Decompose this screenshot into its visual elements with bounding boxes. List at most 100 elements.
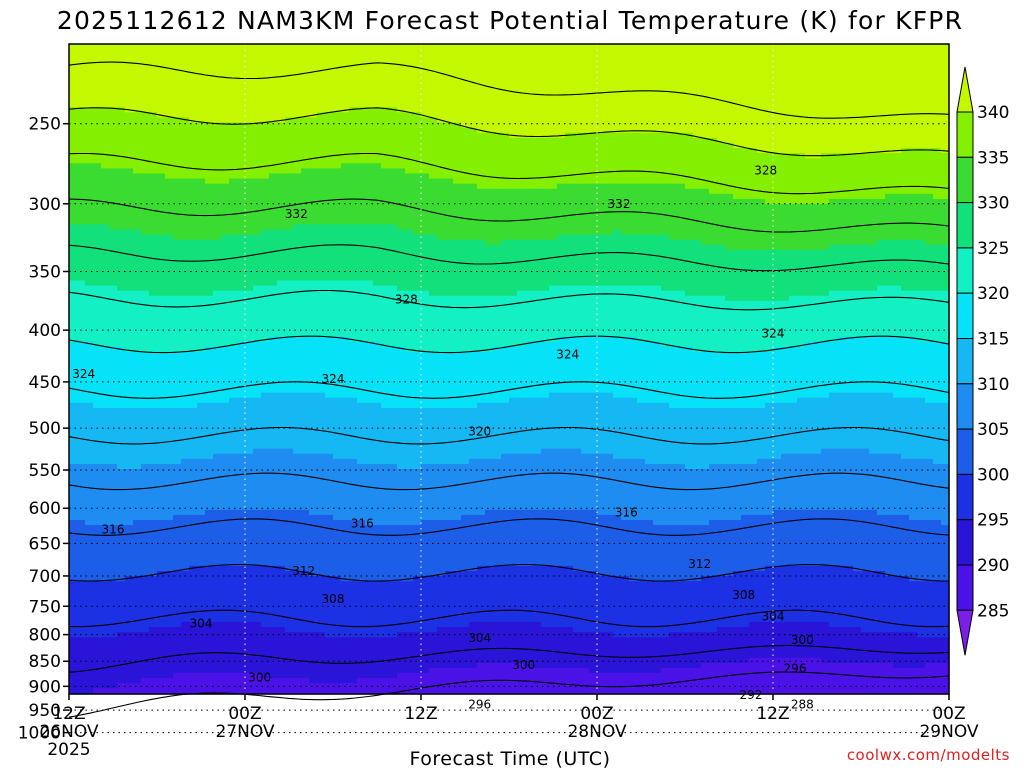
- field-cell: [365, 214, 374, 220]
- field-cell: [149, 581, 158, 587]
- field-cell: [101, 616, 110, 623]
- field-cell: [237, 662, 246, 669]
- field-cell: [325, 244, 334, 251]
- field-cell: [189, 596, 198, 603]
- field-cell: [213, 356, 222, 363]
- field-cell: [133, 117, 142, 124]
- field-cell: [85, 188, 94, 195]
- field-cell: [173, 249, 182, 256]
- field-cell: [101, 81, 110, 88]
- field-cell: [117, 637, 126, 643]
- field-cell: [213, 132, 222, 139]
- field-cell: [157, 662, 166, 669]
- field-cell: [277, 392, 286, 399]
- field-cell: [325, 392, 334, 399]
- field-cell: [189, 86, 198, 93]
- field-cell: [189, 168, 198, 175]
- field-cell: [125, 632, 134, 638]
- field-cell: [213, 611, 222, 618]
- field-cell: [357, 275, 366, 282]
- field-cell: [197, 581, 206, 587]
- field-cell: [109, 346, 118, 353]
- field-cell: [157, 367, 166, 373]
- field-cell: [357, 494, 366, 501]
- field-cell: [157, 97, 166, 103]
- field-cell: [133, 367, 142, 373]
- field-cell: [269, 453, 278, 460]
- field-cell: [357, 672, 366, 679]
- field-cell: [317, 260, 326, 266]
- field-cell: [229, 173, 238, 180]
- field-cell: [181, 688, 190, 694]
- field-cell: [349, 188, 358, 195]
- field-cell: [157, 356, 166, 363]
- field-cell: [165, 219, 174, 226]
- field-cell: [317, 168, 326, 175]
- field-cell: [373, 204, 382, 210]
- field-cell: [93, 418, 102, 424]
- field-cell: [93, 499, 102, 506]
- field-cell: [69, 662, 78, 669]
- field-cell: [141, 438, 150, 445]
- field-cell: [269, 316, 278, 322]
- field-cell: [349, 499, 358, 506]
- field-cell: [69, 127, 78, 134]
- field-cell: [221, 499, 230, 506]
- field-cell: [341, 209, 350, 215]
- field-cell: [109, 341, 118, 348]
- field-cell: [109, 576, 118, 582]
- field-cell: [293, 407, 302, 414]
- field-cell: [253, 514, 262, 521]
- field-cell: [149, 249, 158, 256]
- field-cell: [309, 642, 318, 649]
- field-cell: [309, 499, 318, 506]
- field-cell: [253, 229, 262, 236]
- field-cell: [237, 346, 246, 353]
- field-cell: [205, 295, 214, 302]
- field-cell: [77, 204, 86, 210]
- field-cell: [141, 163, 150, 169]
- field-cell: [173, 91, 182, 98]
- field-cell: [181, 494, 190, 501]
- field-cell: [173, 255, 182, 261]
- field-cell: [317, 678, 326, 684]
- field-cell: [85, 372, 94, 378]
- field-cell: [149, 627, 158, 633]
- field-cell: [101, 142, 110, 149]
- field-cell: [173, 484, 182, 491]
- field-cell: [93, 107, 102, 113]
- field-cell: [109, 51, 118, 57]
- field-cell: [141, 423, 150, 429]
- field-cell: [253, 581, 262, 587]
- field-cell: [93, 555, 102, 562]
- field-cell: [205, 397, 214, 404]
- field-cell: [117, 44, 126, 47]
- field-cell: [269, 678, 278, 684]
- field-cell: [373, 346, 382, 353]
- field-cell: [157, 76, 166, 83]
- field-cell: [165, 377, 174, 384]
- field-cell: [341, 305, 350, 312]
- field-cell: [245, 137, 254, 144]
- field-cell: [149, 367, 158, 373]
- field-cell: [117, 300, 126, 307]
- field-cell: [317, 270, 326, 277]
- field-cell: [261, 178, 270, 185]
- field-cell: [173, 627, 182, 633]
- field-cell: [229, 76, 238, 83]
- field-cell: [197, 51, 206, 57]
- field-cell: [125, 402, 134, 409]
- field-cell: [189, 672, 198, 679]
- field-cell: [197, 382, 206, 389]
- field-cell: [309, 581, 318, 587]
- field-cell: [373, 249, 382, 256]
- field-cell: [357, 51, 366, 57]
- field-cell: [101, 188, 110, 195]
- field-cell: [173, 428, 182, 434]
- field-cell: [285, 621, 294, 628]
- field-cell: [261, 407, 270, 414]
- field-cell: [309, 56, 318, 62]
- field-cell: [301, 229, 310, 236]
- field-cell: [309, 193, 318, 200]
- field-cell: [253, 321, 262, 327]
